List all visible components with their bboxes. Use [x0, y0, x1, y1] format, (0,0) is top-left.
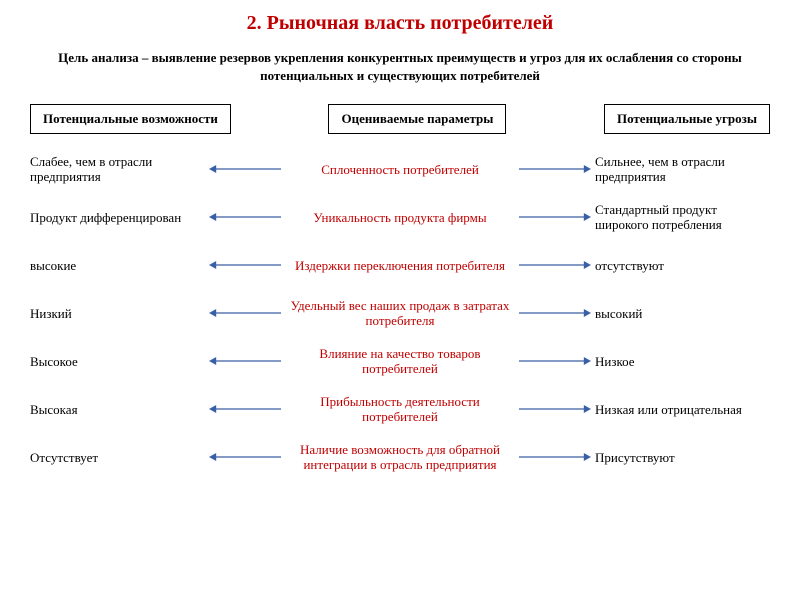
arrow-right-icon: [519, 260, 591, 270]
parameter-row: Низкий Удельный вес наших продаж в затра…: [30, 296, 770, 330]
parameter-text: Прибыльность деятельности потребителей: [285, 394, 515, 425]
opportunity-text: Продукт дифференцирован: [30, 210, 205, 226]
parameter-text: Издержки переключения потребителя: [285, 258, 515, 274]
parameter-row: Продукт дифференцирован Уникальность про…: [30, 200, 770, 234]
arrow-right-icon: [519, 164, 591, 174]
opportunity-text: Низкий: [30, 306, 205, 322]
arrow-left-icon: [209, 164, 281, 174]
threat-text: Сильнее, чем в отрасли предприятия: [595, 154, 770, 185]
opportunity-text: Слабее, чем в отрасли предприятия: [30, 154, 205, 185]
arrow-left-icon: [209, 212, 281, 222]
threat-text: Присутствуют: [595, 450, 770, 466]
parameter-text: Наличие возможность для обратной интегра…: [285, 442, 515, 473]
page-subtitle: Цель анализа – выявление резервов укрепл…: [30, 49, 770, 84]
parameter-text: Сплоченность потребителей: [285, 162, 515, 178]
opportunity-text: Отсутствует: [30, 450, 205, 466]
arrow-left-icon: [209, 404, 281, 414]
arrow-left-icon: [209, 260, 281, 270]
opportunity-text: Высокая: [30, 402, 205, 418]
parameter-row: Высокое Влияние на качество товаров потр…: [30, 344, 770, 378]
parameter-row: Слабее, чем в отрасли предприятия Сплоче…: [30, 152, 770, 186]
header-left: Потенциальные возможности: [30, 104, 231, 134]
arrow-left-icon: [209, 308, 281, 318]
header-center: Оцениваемые параметры: [328, 104, 506, 134]
threat-text: Стандартный продукт широкого потребления: [595, 202, 770, 233]
threat-text: Низкое: [595, 354, 770, 370]
parameter-row: Отсутствует Наличие возможность для обра…: [30, 440, 770, 474]
arrow-left-icon: [209, 356, 281, 366]
arrow-right-icon: [519, 212, 591, 222]
opportunity-text: Высокое: [30, 354, 205, 370]
threat-text: высокий: [595, 306, 770, 322]
parameter-row: высокие Издержки переключения потребител…: [30, 248, 770, 282]
arrow-right-icon: [519, 404, 591, 414]
header-right: Потенциальные угрозы: [604, 104, 770, 134]
parameter-text: Удельный вес наших продаж в затратах пот…: [285, 298, 515, 329]
parameter-rows: Слабее, чем в отрасли предприятия Сплоче…: [30, 152, 770, 474]
arrow-left-icon: [209, 452, 281, 462]
parameter-row: Высокая Прибыльность деятельности потреб…: [30, 392, 770, 426]
arrow-right-icon: [519, 452, 591, 462]
parameter-text: Влияние на качество товаров потребителей: [285, 346, 515, 377]
opportunity-text: высокие: [30, 258, 205, 274]
page-title: 2. Рыночная власть потребителей: [30, 12, 770, 35]
column-headers: Потенциальные возможности Оцениваемые па…: [30, 104, 770, 134]
arrow-right-icon: [519, 356, 591, 366]
parameter-text: Уникальность продукта фирмы: [285, 210, 515, 226]
threat-text: Низкая или отрицательная: [595, 402, 770, 418]
threat-text: отсутствуют: [595, 258, 770, 274]
arrow-right-icon: [519, 308, 591, 318]
